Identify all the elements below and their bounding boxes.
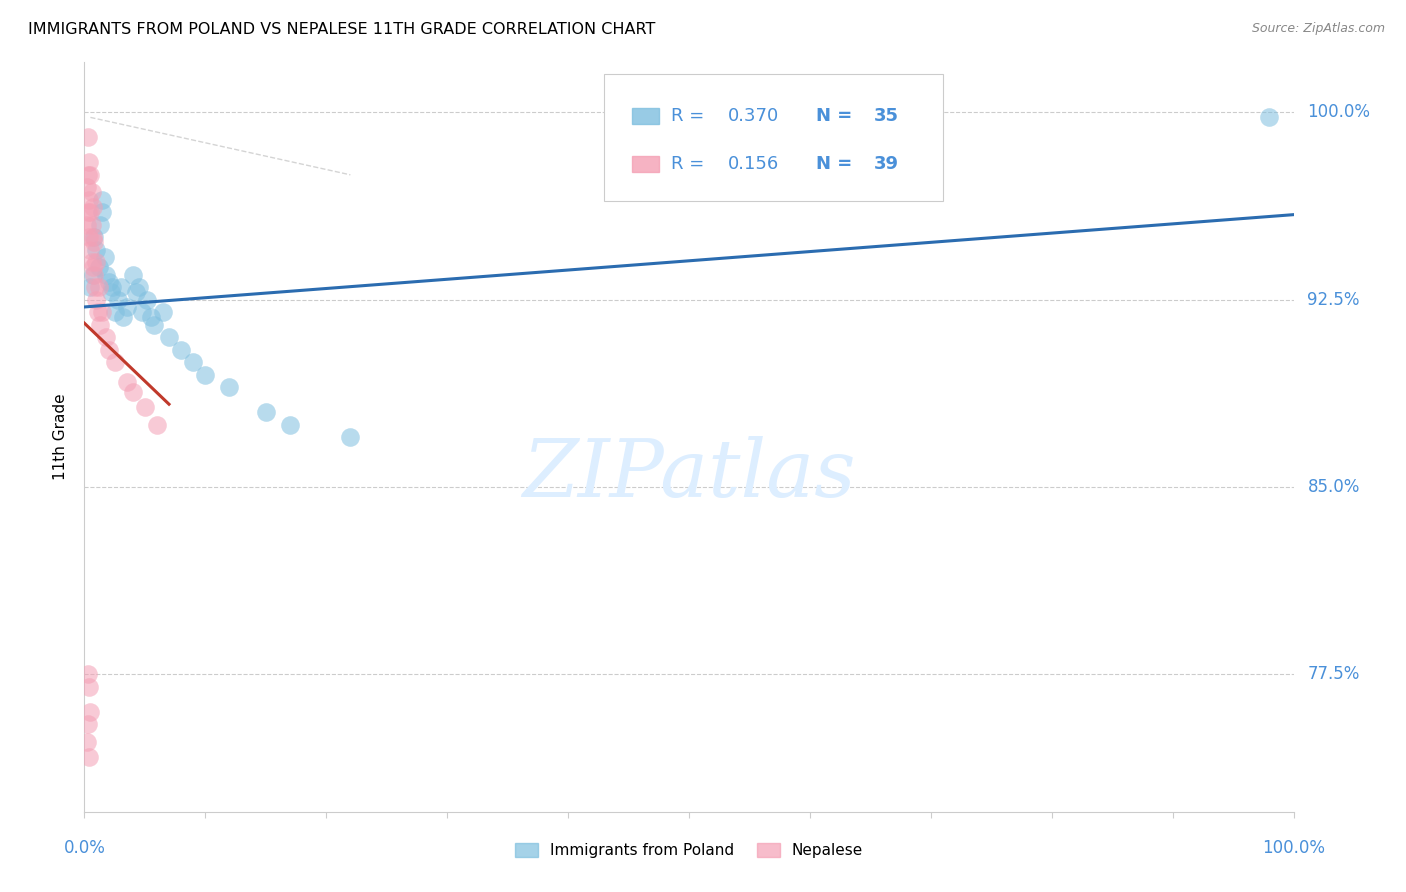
Point [97, 275, 120, 289]
Point [136, 293, 159, 307]
Text: 39: 39 [875, 154, 898, 173]
Point [87, 260, 110, 275]
Point [82, 230, 104, 244]
FancyBboxPatch shape [633, 155, 659, 172]
Text: N =: N = [815, 154, 859, 173]
Point [91, 305, 114, 319]
Point [91, 205, 114, 219]
Point [86, 293, 108, 307]
Point [152, 305, 174, 319]
Point [80, 255, 103, 269]
Point [110, 280, 132, 294]
Point [115, 300, 138, 314]
Point [89, 218, 111, 232]
Point [82, 200, 104, 214]
Point [84, 280, 107, 294]
Text: 100.0%: 100.0% [1263, 839, 1324, 857]
Point [89, 318, 111, 332]
Point [115, 375, 138, 389]
Point [91, 193, 114, 207]
Text: R =: R = [671, 154, 710, 173]
Text: N =: N = [815, 107, 859, 125]
Point [146, 417, 169, 432]
Text: 0.0%: 0.0% [63, 839, 105, 857]
Point [218, 380, 240, 394]
Text: 0.370: 0.370 [728, 107, 779, 125]
Text: 35: 35 [875, 107, 898, 125]
Point [170, 343, 193, 357]
Point [77, 749, 100, 764]
Point [121, 268, 143, 282]
Point [86, 243, 108, 257]
Point [77, 230, 100, 244]
Point [94, 268, 117, 282]
Text: 100.0%: 100.0% [1308, 103, 1371, 121]
Point [97, 343, 120, 357]
FancyBboxPatch shape [605, 74, 943, 201]
Point [87, 280, 110, 294]
Point [125, 285, 148, 300]
Text: R =: R = [671, 107, 710, 125]
Point [143, 318, 166, 332]
Point [79, 280, 101, 294]
Point [79, 705, 101, 719]
Point [104, 305, 127, 319]
Text: Source: ZipAtlas.com: Source: ZipAtlas.com [1251, 22, 1385, 36]
Text: 77.5%: 77.5% [1308, 665, 1360, 683]
Point [339, 430, 361, 444]
Point [121, 385, 143, 400]
Point [112, 310, 135, 325]
Y-axis label: 11th Grade: 11th Grade [53, 393, 69, 481]
Point [94, 250, 117, 264]
Point [86, 305, 108, 319]
Point [181, 355, 204, 369]
Point [131, 305, 153, 319]
Point [82, 268, 104, 282]
Point [77, 193, 100, 207]
Point [107, 293, 129, 307]
Point [83, 235, 105, 250]
Point [128, 280, 150, 294]
Text: ZIPatlas: ZIPatlas [522, 436, 856, 513]
Point [77, 205, 100, 219]
Point [278, 417, 301, 432]
Point [80, 218, 103, 232]
Point [77, 155, 100, 169]
Point [82, 260, 104, 275]
Point [1258, 111, 1281, 125]
Point [104, 355, 127, 369]
Point [83, 268, 105, 282]
Point [139, 310, 162, 325]
Point [80, 186, 103, 200]
Point [101, 280, 124, 294]
Text: 92.5%: 92.5% [1308, 291, 1360, 309]
Legend: Immigrants from Poland, Nepalese: Immigrants from Poland, Nepalese [509, 837, 869, 864]
Point [194, 368, 217, 382]
Point [100, 285, 122, 300]
Point [77, 130, 100, 145]
Point [134, 400, 156, 414]
Point [76, 218, 98, 232]
Point [79, 243, 101, 257]
Point [77, 168, 100, 182]
Text: IMMIGRANTS FROM POLAND VS NEPALESE 11TH GRADE CORRELATION CHART: IMMIGRANTS FROM POLAND VS NEPALESE 11TH … [28, 22, 655, 37]
Point [157, 330, 180, 344]
Point [94, 330, 117, 344]
Point [79, 168, 101, 182]
Point [76, 180, 98, 194]
Point [83, 230, 105, 244]
Point [77, 680, 100, 694]
Point [254, 405, 277, 419]
Text: 85.0%: 85.0% [1308, 478, 1360, 496]
Point [79, 205, 101, 219]
Point [76, 735, 98, 749]
Point [86, 255, 108, 269]
Text: 0.156: 0.156 [728, 154, 779, 173]
Point [77, 717, 100, 731]
FancyBboxPatch shape [633, 108, 659, 124]
Point [77, 667, 100, 681]
